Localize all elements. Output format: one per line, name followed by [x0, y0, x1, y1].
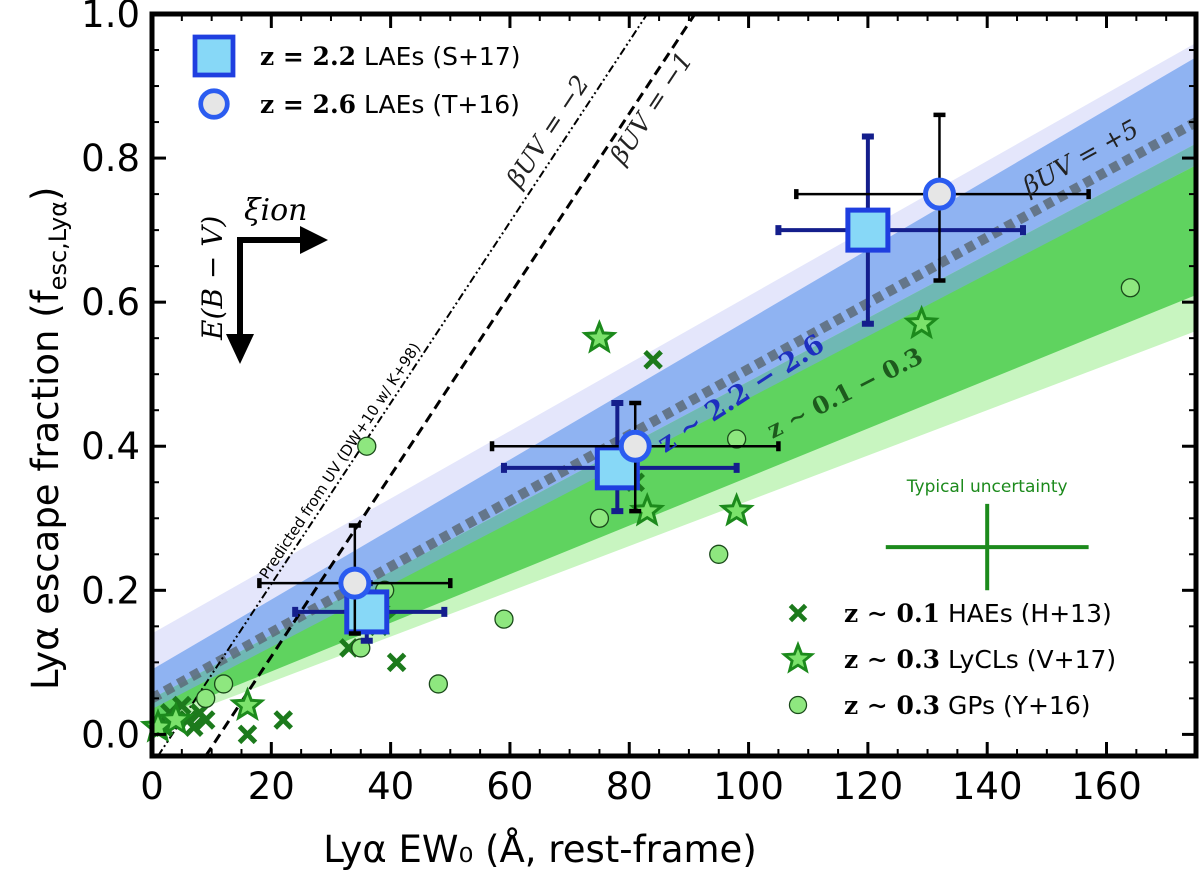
point-s0-2	[845, 207, 891, 253]
ebv-arrow-head	[226, 334, 254, 364]
x-tick-label-4: 80	[606, 765, 653, 808]
legend-bottom-marker-2	[788, 695, 808, 715]
ebv-label: E(B − V)	[196, 216, 229, 341]
legend-top-label-text-1: LAEs (T+16)	[356, 90, 520, 119]
legend-bottom-label-text-0: HAEs (H+13)	[940, 599, 1112, 628]
y-tick-label-4: 0.8	[81, 137, 140, 180]
legend-bottom-label-1: z ∼ 0.3 LyCLs (V+17)	[844, 645, 1116, 674]
legend-bottom-marker-0	[788, 603, 808, 623]
point-s0-1-errorcap	[500, 400, 740, 515]
x-tick-label-8: 160	[1071, 765, 1142, 808]
x-tick-label-5: 100	[713, 765, 784, 808]
point-s1-0	[338, 566, 372, 600]
point-s4-0	[196, 688, 216, 709]
y-tick-label-3: 0.6	[81, 281, 140, 324]
point-s4-7	[589, 508, 610, 528]
x-tick-label-3: 60	[486, 765, 533, 808]
point-s2-9	[273, 710, 294, 730]
typical-uncertainty-label: Typical uncertainty	[906, 477, 1068, 497]
point-s2-7	[195, 710, 216, 730]
y-tick-label-5: 1.0	[81, 0, 140, 36]
legend-bottom-label-2: z ∼ 0.3 GPs (Y+16)	[844, 691, 1091, 720]
line-beta-uv-minus1	[204, 14, 697, 756]
legend-top-label-0: z = 2.2 LAEs (S+17)	[260, 42, 521, 71]
typical-uncertainty	[885, 503, 1089, 591]
point-s2-13	[386, 652, 407, 673]
legend-bottom-marker-1	[780, 640, 816, 674]
point-s2-8	[237, 724, 258, 745]
legend-bottom-label-0: z ∼ 0.1 HAEs (H+13)	[844, 599, 1112, 628]
point-s4-10	[1120, 278, 1141, 298]
axes: 0 20 40 60 80 100 120 140 160 0.0 0.2 0.4 0.6 0.8 1.0	[81, 0, 1199, 808]
series-4	[196, 278, 1141, 709]
legend-top-label-math-0: z = 2.2	[260, 42, 356, 71]
point-s2-16	[643, 350, 663, 370]
line-beta-uv-minus2	[157, 14, 648, 756]
legend-top: z = 2.2 LAEs (S+17)z = 2.6 LAEs (T+16)	[192, 34, 521, 120]
point-s4-1	[213, 674, 234, 694]
point-s1-0-errorcap	[257, 523, 453, 636]
y-axis-label: Lyα escape fraction (fesc,Lyα)	[24, 187, 72, 690]
y-axis-label-main: Lyα escape fraction (f	[24, 289, 67, 690]
data-points	[139, 112, 1141, 745]
y-tick-label-2: 0.4	[81, 425, 140, 468]
y-axis-label-close: )	[24, 187, 67, 201]
point-s2-5	[183, 717, 204, 737]
xi-ion-label: ξion	[244, 193, 308, 228]
series-1	[257, 112, 1091, 636]
point-s3-2	[229, 686, 266, 722]
point-s4-9	[726, 429, 747, 449]
y-tick-label-0: 0.0	[81, 713, 140, 756]
point-s4-8	[709, 544, 729, 564]
point-s4-6	[494, 609, 514, 629]
legend-bottom-label-math-0: z ∼ 0.1	[844, 599, 940, 628]
x-tick-label-7: 140	[952, 765, 1023, 808]
point-s4-5	[428, 674, 449, 694]
point-s3-8	[718, 492, 755, 527]
x-axis-label: Lyα EW₀ (Å, rest-frame)	[323, 827, 757, 871]
fit-lines	[152, 14, 1196, 756]
legend-top-label-text-0: LAEs (S+17)	[356, 42, 520, 71]
x-tick-label-2: 40	[367, 765, 414, 808]
y-tick-label-1: 0.2	[81, 569, 140, 612]
y-axis-label-sub: esc,Lyα	[44, 201, 72, 290]
legend-top-label-1: z = 2.6 LAEs (T+16)	[260, 90, 520, 119]
point-s0-0-errorcap	[292, 580, 448, 644]
point-s1-2-errorcap	[794, 112, 1091, 283]
fit-band-4	[152, 143, 1196, 710]
point-s1-2	[922, 177, 956, 211]
series-0	[292, 133, 1026, 644]
legend-top-label-math-1: z = 2.6	[260, 90, 356, 119]
xi-ion-ebv-arrows: ξion E(B − V)	[196, 193, 328, 364]
fit-band-1	[152, 57, 1196, 706]
xi-ion-arrow-head	[300, 226, 328, 254]
x-tick-label-1: 20	[248, 765, 295, 808]
legend-bottom-label-text-2: GPs (Y+16)	[940, 691, 1090, 720]
point-s1-1	[618, 429, 652, 463]
point-s3-1	[157, 700, 194, 736]
legend-bottom-label-math-1: z ∼ 0.3	[844, 645, 940, 674]
point-s1-1-errorcap	[489, 400, 781, 514]
fit-band-3	[152, 165, 1196, 720]
x-tick-label-6: 120	[833, 765, 904, 808]
point-s4-3	[357, 436, 377, 456]
legend-bottom: z ∼ 0.1 HAEs (H+13)z ∼ 0.3 LyCLs (V+17)z…	[780, 599, 1116, 720]
fit-bands	[152, 42, 1196, 728]
point-s3-9	[903, 304, 940, 340]
legend-bottom-label-math-2: z ∼ 0.3	[844, 691, 940, 720]
line-beta-uv-plus5	[152, 117, 1196, 703]
point-s3-5	[581, 319, 618, 354]
x-tick-label-0: 0	[140, 765, 164, 808]
plot-frame	[149, 11, 1199, 759]
legend-top-marker-0	[192, 34, 236, 78]
legend-top-marker-1	[198, 88, 230, 120]
typical-uncertainty-cross	[885, 503, 1089, 591]
point-s0-2-errorcap	[775, 133, 1026, 327]
legend-bottom-label-text-1: LyCLs (V+17)	[940, 645, 1116, 674]
